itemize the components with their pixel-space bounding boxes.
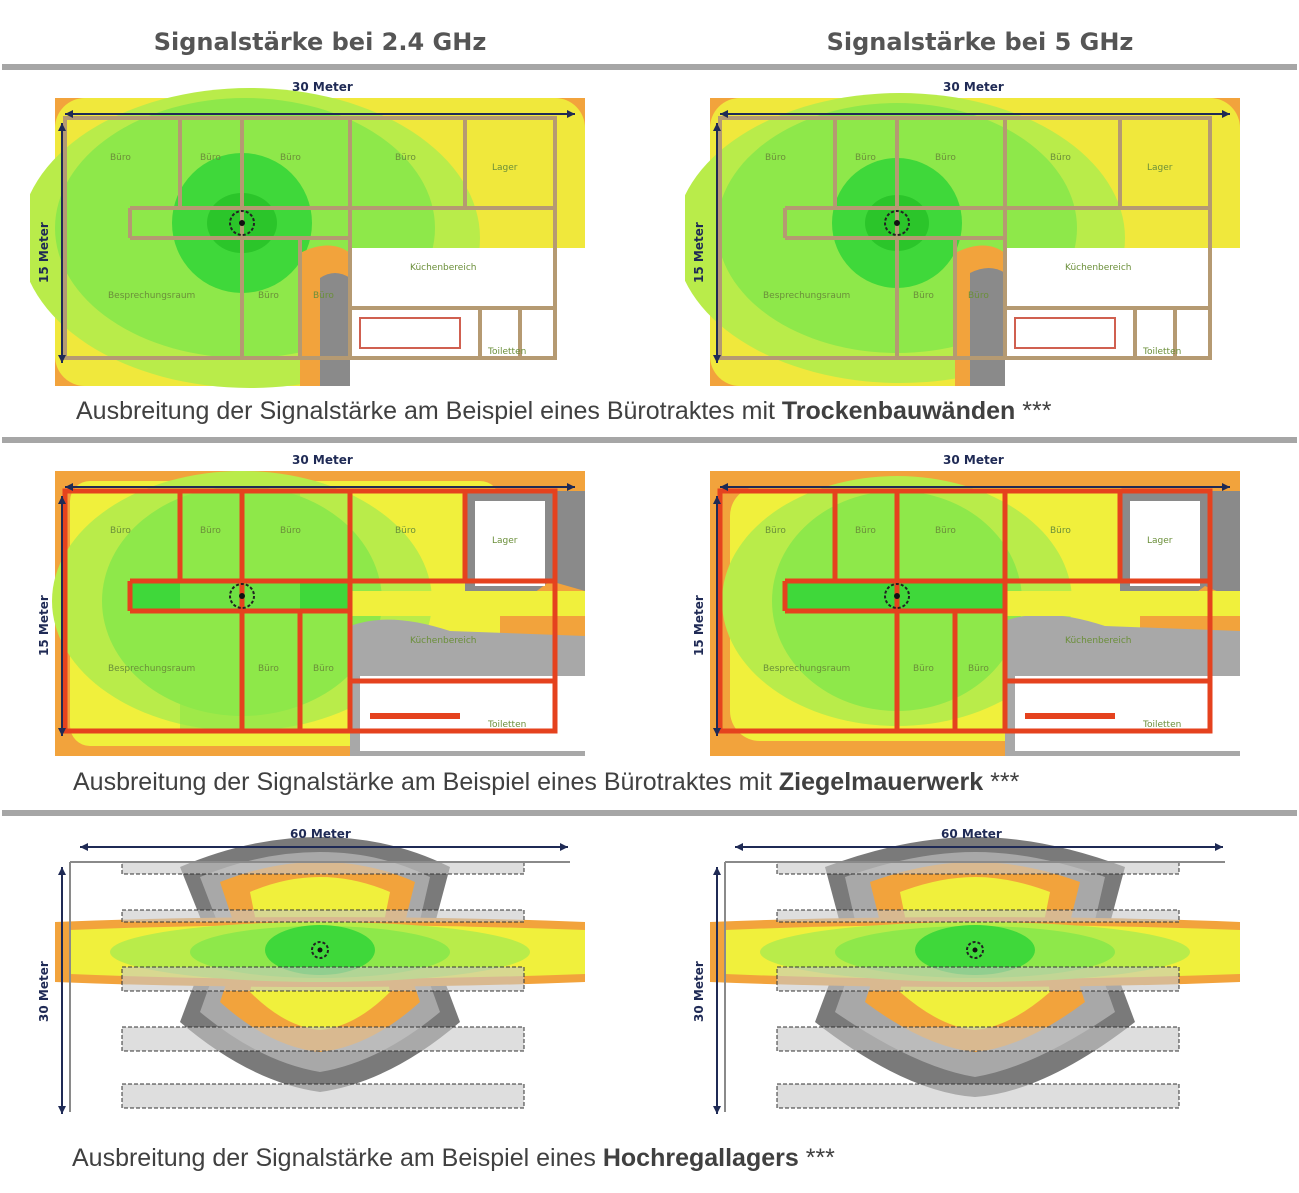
floorplan-brick-2-4ghz: Büro Büro Büro Büro Lager Küchenbereich … (30, 451, 590, 761)
svg-text:Büro: Büro (313, 291, 334, 301)
height-label: 15 Meter (37, 222, 51, 283)
svg-text:Büro: Büro (935, 153, 956, 163)
svg-text:Büro: Büro (968, 291, 989, 301)
svg-text:Büro: Büro (200, 526, 221, 536)
caption-warehouse: Ausbreitung der Signalstärke am Beispiel… (72, 1144, 835, 1172)
svg-text:Büro: Büro (855, 153, 876, 163)
width-label: 60 Meter (290, 827, 351, 841)
svg-text:Büro: Büro (280, 526, 301, 536)
floorplan-brick-5ghz: Büro Büro Büro Büro Lager Küchenbereich … (685, 451, 1245, 761)
divider-bottom (2, 810, 1297, 816)
svg-text:Büro: Büro (313, 664, 334, 674)
svg-text:Büro: Büro (110, 526, 131, 536)
caption-brick: Ausbreitung der Signalstärke am Beispiel… (73, 768, 1020, 796)
svg-text:Büro: Büro (395, 526, 416, 536)
svg-text:Toiletten: Toiletten (1142, 347, 1181, 357)
svg-text:Besprechungsraum: Besprechungsraum (108, 291, 195, 301)
warehouse-5ghz: 60 Meter 30 Meter (685, 822, 1245, 1132)
width-label: 30 Meter (943, 80, 1004, 94)
svg-text:Lager: Lager (492, 163, 518, 173)
svg-text:Toiletten: Toiletten (1142, 720, 1181, 730)
warehouse-2-4ghz: 60 Meter 30 Meter (30, 822, 590, 1132)
svg-text:Toiletten: Toiletten (487, 720, 526, 730)
width-label: 60 Meter (941, 827, 1002, 841)
svg-text:Lager: Lager (1147, 163, 1173, 173)
svg-text:Büro: Büro (765, 526, 786, 536)
svg-text:Büro: Büro (913, 291, 934, 301)
caption-drywall: Ausbreitung der Signalstärke am Beispiel… (76, 397, 1052, 425)
height-label: 30 Meter (37, 961, 51, 1022)
width-label: 30 Meter (292, 80, 353, 94)
divider-middle (2, 437, 1297, 443)
router-icon (311, 941, 329, 959)
header-2-4ghz: Signalstärke bei 2.4 GHz (153, 28, 487, 56)
router-icon (229, 583, 255, 609)
svg-text:Küchenbereich: Küchenbereich (410, 263, 477, 273)
svg-text:Lager: Lager (1147, 536, 1173, 546)
svg-text:Küchenbereich: Küchenbereich (1065, 636, 1132, 646)
svg-text:Büro: Büro (1050, 526, 1071, 536)
svg-text:Besprechungsraum: Besprechungsraum (763, 664, 850, 674)
floorplan-drywall-2-4ghz: Büro Büro Büro Büro Lager Küchenbereich … (30, 78, 590, 388)
svg-text:Büro: Büro (935, 526, 956, 536)
floorplan-drywall-5ghz: Büro Büro Büro Büro Lager Küchenbereich … (685, 78, 1245, 388)
svg-text:Besprechungsraum: Besprechungsraum (763, 291, 850, 301)
svg-text:Büro: Büro (280, 153, 301, 163)
svg-text:Toiletten: Toiletten (487, 347, 526, 357)
header-5ghz: Signalstärke bei 5 GHz (826, 28, 1134, 56)
divider-top (2, 64, 1297, 70)
width-label: 30 Meter (943, 453, 1004, 467)
router-icon (229, 210, 255, 236)
svg-text:Küchenbereich: Küchenbereich (410, 636, 477, 646)
drywall-walls (63, 116, 557, 360)
svg-text:Büro: Büro (1050, 153, 1071, 163)
svg-text:Büro: Büro (968, 664, 989, 674)
brick-walls (62, 488, 558, 734)
svg-text:Besprechungsraum: Besprechungsraum (108, 664, 195, 674)
svg-text:Büro: Büro (913, 664, 934, 674)
svg-text:Büro: Büro (258, 291, 279, 301)
width-label: 30 Meter (292, 453, 353, 467)
height-label: 15 Meter (692, 595, 706, 656)
storage-racks (121, 861, 525, 1109)
router-icon (966, 941, 984, 959)
height-label: 15 Meter (37, 595, 51, 656)
svg-text:Büro: Büro (200, 153, 221, 163)
svg-text:Büro: Büro (258, 664, 279, 674)
svg-text:Küchenbereich: Küchenbereich (1065, 263, 1132, 273)
height-label: 15 Meter (692, 222, 706, 283)
height-label: 30 Meter (692, 961, 706, 1022)
router-icon (884, 210, 910, 236)
svg-text:Büro: Büro (765, 153, 786, 163)
svg-text:Büro: Büro (110, 153, 131, 163)
router-icon (884, 583, 910, 609)
svg-text:Büro: Büro (855, 526, 876, 536)
svg-text:Büro: Büro (395, 153, 416, 163)
svg-text:Lager: Lager (492, 536, 518, 546)
